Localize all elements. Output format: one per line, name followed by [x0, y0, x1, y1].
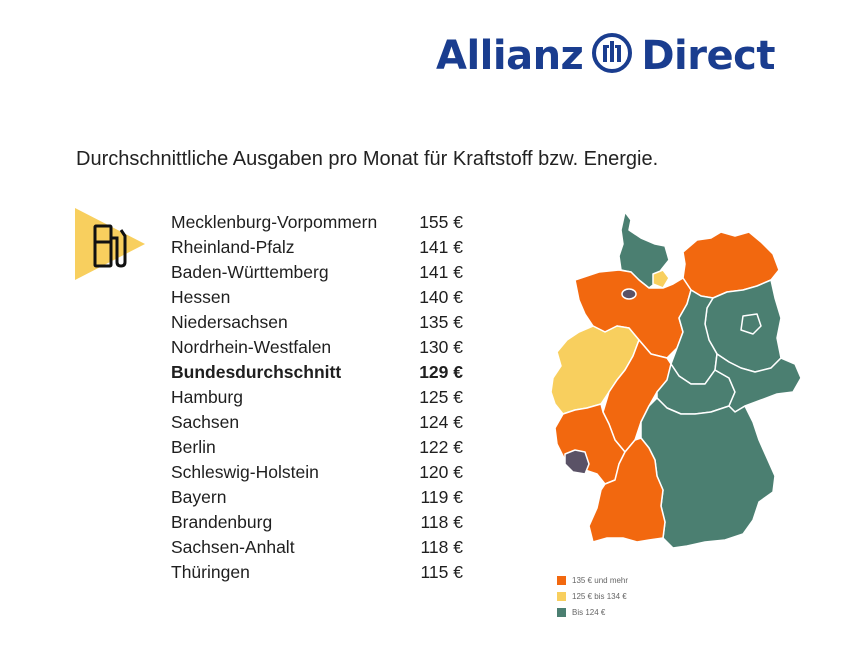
- legend-swatch: [557, 591, 566, 601]
- state-name: Berlin: [171, 437, 216, 457]
- state-list: Mecklenburg-Vorpommern 155 € Rheinland-Pfa…: [171, 210, 463, 585]
- legend-label: 135 € und mehr: [572, 575, 629, 585]
- legend-swatch: [557, 607, 566, 617]
- legend-item: 135 € und mehr: [557, 572, 628, 588]
- table-row: Bayern 119 €: [171, 485, 463, 510]
- legend-item: 125 € bis 134 €: [557, 588, 628, 604]
- state-name: Bundesdurchschnitt: [171, 362, 342, 382]
- state-name: Rheinland-Pfalz: [171, 237, 295, 257]
- allianz-eagle-icon: [591, 32, 633, 79]
- table-row: Schleswig-Holstein 120 €: [171, 460, 463, 485]
- table-row: Nordrhein-Westfalen 130 €: [171, 335, 463, 360]
- state-name: Niedersachsen: [171, 312, 288, 332]
- state-name: Mecklenburg-Vorpommern: [171, 212, 378, 232]
- brand-name-direct: Direct: [641, 32, 775, 79]
- table-row: Sachsen 124 €: [171, 410, 463, 435]
- fuel-pump-icon: [75, 208, 147, 285]
- state-value: 125 €: [419, 387, 463, 407]
- table-row: Rheinland-Pfalz 141 €: [171, 235, 463, 260]
- state-value: 140 €: [419, 287, 463, 307]
- state-name: Thüringen: [171, 562, 250, 582]
- state-value: 119 €: [420, 487, 464, 507]
- state-value: 124 €: [419, 412, 463, 432]
- brand-name-allianz: Allianz: [436, 32, 584, 79]
- state-value: 118 €: [420, 512, 464, 532]
- brand-logo: Allianz Direct: [436, 32, 775, 79]
- table-row: Baden-Württemberg 141 €: [171, 260, 463, 285]
- table-row: Berlin 122 €: [171, 435, 463, 460]
- state-value: 135 €: [419, 312, 463, 332]
- table-row: Hessen 140 €: [171, 285, 463, 310]
- table-row: Brandenburg 118 €: [171, 510, 463, 535]
- table-row: Thüringen 115 €: [171, 560, 463, 585]
- state-name: Hamburg: [171, 387, 243, 407]
- map-region-hamburg: [652, 269, 670, 289]
- state-name: Sachsen-Anhalt: [171, 537, 295, 557]
- state-value: 115 €: [420, 562, 464, 582]
- legend-swatch: [557, 575, 566, 585]
- state-name: Hessen: [171, 287, 231, 307]
- map-region-saarland: [564, 449, 590, 475]
- map-region-sachsen: [714, 353, 802, 413]
- state-value: 155 €: [419, 212, 463, 232]
- map-region-baden-wuerttemberg: [588, 437, 666, 543]
- state-value: 129 €: [419, 362, 463, 382]
- state-name: Bayern: [171, 487, 227, 507]
- state-name: Nordrhein-Westfalen: [171, 337, 332, 357]
- map-legend: 135 € und mehr 125 € bis 134 € Bis 124 €: [557, 572, 628, 620]
- table-row: Mecklenburg-Vorpommern 155 €: [171, 210, 463, 235]
- germany-map: [550, 211, 802, 549]
- state-value: 141 €: [419, 237, 463, 257]
- state-value: 122 €: [419, 437, 463, 457]
- table-row: Niedersachsen 135 €: [171, 310, 463, 335]
- table-row: Sachsen-Anhalt 118 €: [171, 535, 463, 560]
- legend-label: Bis 124 €: [572, 607, 606, 617]
- legend-label: 125 € bis 134 €: [572, 591, 627, 601]
- state-value: 120 €: [419, 462, 463, 482]
- state-value: 130 €: [419, 337, 463, 357]
- state-name: Brandenburg: [171, 512, 273, 532]
- legend-item: Bis 124 €: [557, 604, 628, 620]
- state-name: Baden-Württemberg: [171, 262, 329, 282]
- table-row: Hamburg 125 €: [171, 385, 463, 410]
- state-value: 118 €: [420, 537, 464, 557]
- map-region-bremen: [621, 288, 637, 300]
- page-subtitle: Durchschnittliche Ausgaben pro Monat für…: [76, 148, 659, 170]
- state-name: Schleswig-Holstein: [171, 462, 319, 482]
- state-value: 141 €: [419, 262, 463, 282]
- average-row: Bundesdurchschnitt 129 €: [171, 360, 463, 385]
- state-name: Sachsen: [171, 412, 240, 432]
- map-region-berlin: [740, 313, 762, 335]
